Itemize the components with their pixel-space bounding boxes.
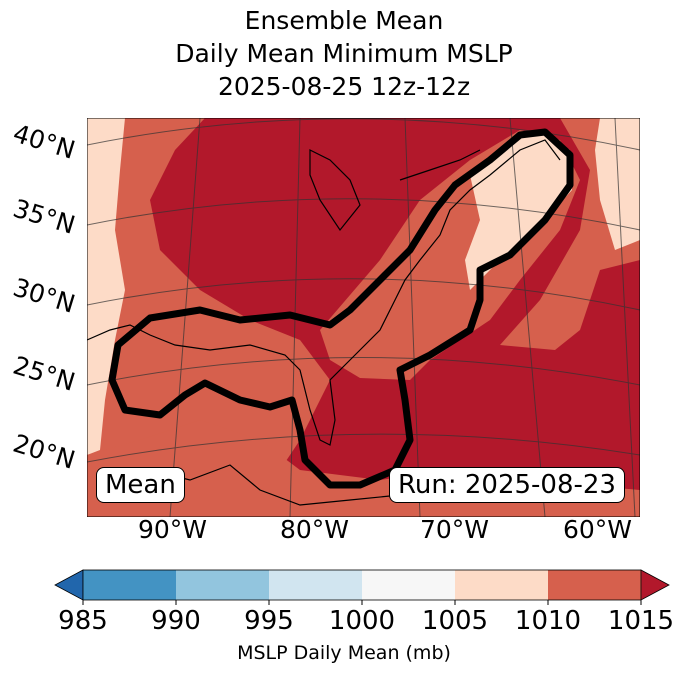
mean-label-box: Mean <box>96 467 185 503</box>
run-label-box: Run: 2025-08-23 <box>389 467 625 503</box>
colorbar-tick-label: 990 <box>151 606 201 636</box>
colorbar-segment <box>269 570 363 600</box>
title-line-2: Daily Mean Minimum MSLP <box>175 39 513 68</box>
field-mid-west <box>87 118 330 517</box>
lat-label-35: 35°N <box>9 193 79 240</box>
lat-label-30: 30°N <box>9 272 79 319</box>
lat-label-25: 25°N <box>9 350 79 397</box>
colorbar-tick-label: 995 <box>244 606 294 636</box>
colorbar-segment <box>83 570 177 600</box>
colorbar-tick-label: 1015 <box>607 606 675 636</box>
colorbar-tick-label: 1000 <box>328 606 396 636</box>
colorbar-segment <box>362 570 456 600</box>
colorbar-tick-label: 1005 <box>421 606 489 636</box>
colorbar-segment <box>455 570 549 600</box>
lon-label-80w: 80°W <box>280 515 350 544</box>
lon-label-60w: 60°W <box>563 515 633 544</box>
colorbar <box>54 569 670 605</box>
title-line-1: Ensemble Mean <box>244 6 444 35</box>
lon-label-70w: 70°W <box>420 515 490 544</box>
title-line-3: 2025-08-25 12z-12z <box>217 72 471 101</box>
colorbar-segment <box>548 570 642 600</box>
colorbar-over-arrow <box>640 569 670 601</box>
lat-label-20: 20°N <box>9 428 79 475</box>
colorbar-tick-label: 1010 <box>514 606 582 636</box>
field-low-west <box>87 118 125 455</box>
contour-line <box>108 128 574 489</box>
colorbar-tick-label: 985 <box>58 606 108 636</box>
colorbar-under-arrow <box>54 569 84 601</box>
lon-label-90w: 90°W <box>138 515 208 544</box>
colorbar-label: MSLP Daily Mean (mb) <box>237 642 451 664</box>
map <box>87 118 640 517</box>
lat-label-40: 40°N <box>9 118 79 165</box>
colorbar-segment <box>176 570 270 600</box>
field-low-east <box>595 118 640 250</box>
